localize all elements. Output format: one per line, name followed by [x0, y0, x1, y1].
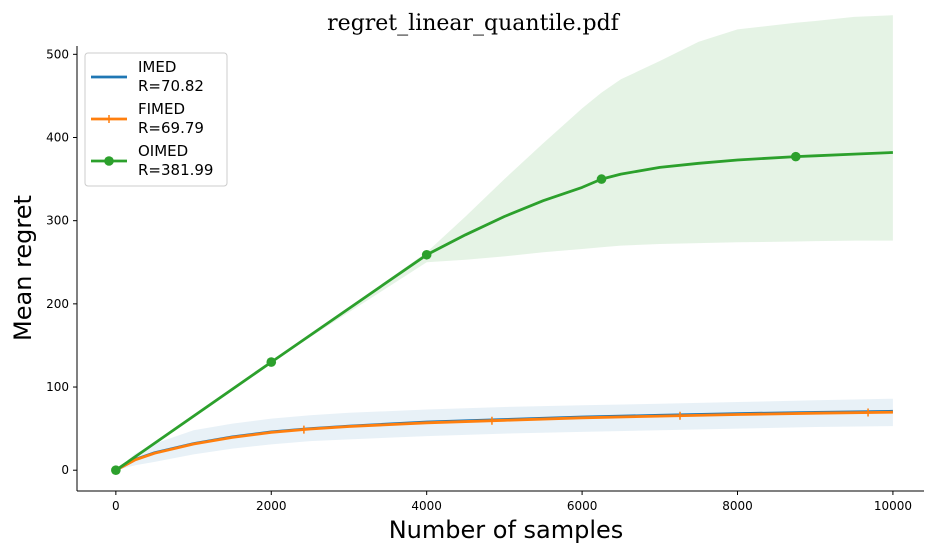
y-tick-label: 300 [46, 214, 69, 228]
legend-label: OIMED [138, 142, 188, 160]
x-tick-label: 10000 [874, 499, 912, 513]
chart-title: regret_linear_quantile.pdf [327, 11, 621, 36]
y-ticks: 0 100 200 300 400 500 [46, 47, 77, 477]
x-tick-label: 8000 [722, 499, 753, 513]
legend-value: R=381.99 [138, 161, 213, 179]
legend-marker [105, 115, 113, 123]
data-point-fimed [864, 408, 873, 417]
plot-area [111, 15, 893, 476]
band-oimed [115, 15, 893, 471]
y-axis-label: Mean regret [9, 195, 37, 341]
confidence-bands [115, 15, 893, 471]
y-tick-label: 0 [61, 463, 69, 477]
data-point-oimed [596, 174, 607, 184]
series-markers [111, 151, 873, 476]
x-tick-label: 0 [112, 499, 120, 513]
series-line-oimed [115, 151, 893, 472]
x-axis-label: Number of samples [389, 516, 624, 544]
legend-marker [104, 156, 114, 166]
data-point-oimed [266, 357, 277, 367]
legend-label: IMED [138, 58, 176, 76]
data-point-fimed [299, 425, 308, 434]
y-tick-label: 500 [46, 47, 69, 61]
data-point-fimed [487, 416, 496, 425]
axes: 0 2000 4000 6000 8000 10000 0 100 200 300 400 500 [46, 46, 924, 513]
legend-value: R=69.79 [138, 119, 204, 137]
x-ticks: 0 2000 4000 6000 8000 10000 [112, 491, 912, 513]
x-tick-label: 2000 [256, 499, 287, 513]
legend-frame [84, 52, 228, 187]
data-point-oimed [790, 151, 801, 162]
y-tick-label: 100 [46, 380, 69, 394]
legend-label: FIMED [138, 100, 185, 118]
y-tick-label: 400 [46, 130, 69, 144]
x-tick-label: 4000 [411, 499, 442, 513]
data-point-fimed [676, 411, 685, 420]
data-point-oimed [421, 249, 432, 260]
series-lines [115, 151, 893, 472]
x-tick-label: 6000 [567, 499, 598, 513]
band-imed [115, 398, 893, 471]
y-tick-label: 200 [46, 297, 69, 311]
legend-value: R=70.82 [138, 77, 204, 95]
data-point-oimed [111, 465, 121, 476]
series-line-fimed [115, 410, 893, 472]
